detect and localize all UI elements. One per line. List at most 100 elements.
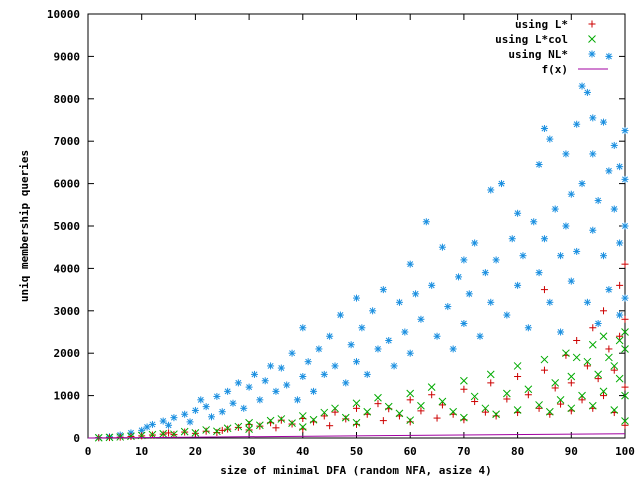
data-point [401, 328, 409, 336]
series-using-l- [95, 260, 629, 442]
data-point [492, 256, 500, 264]
data-point [588, 401, 597, 410]
x-tick-label: 80 [511, 445, 524, 458]
data-point [438, 243, 446, 251]
data-point [594, 375, 602, 383]
data-point [165, 421, 173, 429]
data-point [616, 163, 624, 171]
data-point [487, 379, 495, 387]
plot-area [87, 13, 626, 439]
data-point [605, 353, 613, 362]
data-point [621, 175, 629, 183]
data-point [551, 379, 560, 387]
data-point [208, 413, 216, 421]
data-point [546, 135, 554, 143]
data-point [326, 332, 334, 340]
data-point [213, 392, 221, 400]
data-point [234, 423, 242, 431]
data-point [320, 412, 328, 420]
data-point [621, 127, 629, 135]
y-tick-label: 6000 [54, 178, 81, 191]
data-point [567, 379, 575, 387]
data-point [202, 427, 210, 435]
data-point [535, 401, 543, 409]
data-point [589, 150, 597, 158]
data-point [148, 420, 156, 428]
data-point [352, 418, 361, 427]
y-axis: 0 1000 2000 3000 4000 5000 6000 7000 8000 9000 100… [47, 8, 625, 445]
y-axis-label: uniq membership queries [18, 150, 31, 302]
data-point [342, 379, 350, 387]
data-point [277, 416, 285, 424]
data-point [610, 141, 618, 149]
data-point [583, 357, 592, 366]
plot-frame [87, 13, 626, 439]
data-point [170, 414, 178, 422]
data-point [406, 416, 415, 425]
data-point [374, 400, 382, 408]
data-point [304, 358, 312, 366]
x-tick-label: 10 [135, 445, 148, 458]
y-tick-label: 5000 [54, 220, 81, 233]
data-point [481, 408, 489, 416]
data-point [556, 395, 565, 404]
data-point [486, 370, 495, 379]
data-point [621, 315, 629, 323]
data-point [610, 362, 619, 370]
data-point [353, 420, 360, 428]
data-point [540, 235, 548, 243]
data-point [181, 410, 189, 418]
data-point [320, 370, 328, 378]
data-point [374, 345, 382, 353]
data-point [428, 281, 436, 289]
data-point [358, 324, 366, 332]
data-point [503, 311, 511, 319]
data-point [266, 416, 275, 425]
data-point [562, 349, 570, 358]
y-tick-label: 10000 [47, 8, 80, 21]
series-f-x- [87, 433, 626, 439]
x-axis-label: size of minimal DFA (random NFA, asize 4… [220, 464, 492, 477]
data-point [524, 385, 533, 394]
data-point [514, 281, 522, 289]
data-point [594, 197, 602, 205]
data-point [191, 406, 199, 414]
data-point [578, 180, 586, 188]
data-point [379, 417, 387, 425]
data-point [567, 404, 576, 413]
data-point [481, 404, 490, 413]
data-point [487, 186, 495, 194]
data-point [406, 418, 414, 426]
x-tick-label: 50 [350, 445, 363, 458]
data-point [471, 239, 479, 247]
data-point [578, 396, 586, 404]
data-point [600, 252, 608, 260]
data-point [503, 395, 511, 403]
data-point [180, 427, 189, 436]
data-point [224, 387, 232, 395]
data-point [223, 424, 232, 433]
data-point [277, 364, 285, 372]
data-point [369, 307, 377, 315]
data-point [218, 426, 226, 434]
data-point [224, 425, 232, 433]
data-point [331, 362, 339, 370]
data-point [229, 399, 237, 407]
data-point [599, 332, 608, 341]
data-point [449, 407, 458, 416]
data-point [583, 362, 591, 370]
data-point [331, 404, 339, 413]
data-point [621, 345, 629, 353]
data-point [444, 303, 452, 311]
y-tick-label: 9000 [54, 50, 81, 63]
data-point [551, 205, 559, 213]
data-point [406, 396, 414, 404]
data-point [513, 406, 522, 414]
data-point [197, 396, 205, 404]
data-point [347, 341, 355, 349]
data-point [573, 336, 581, 344]
data-point [567, 277, 575, 285]
data-point [191, 429, 200, 437]
data-point [605, 167, 613, 175]
